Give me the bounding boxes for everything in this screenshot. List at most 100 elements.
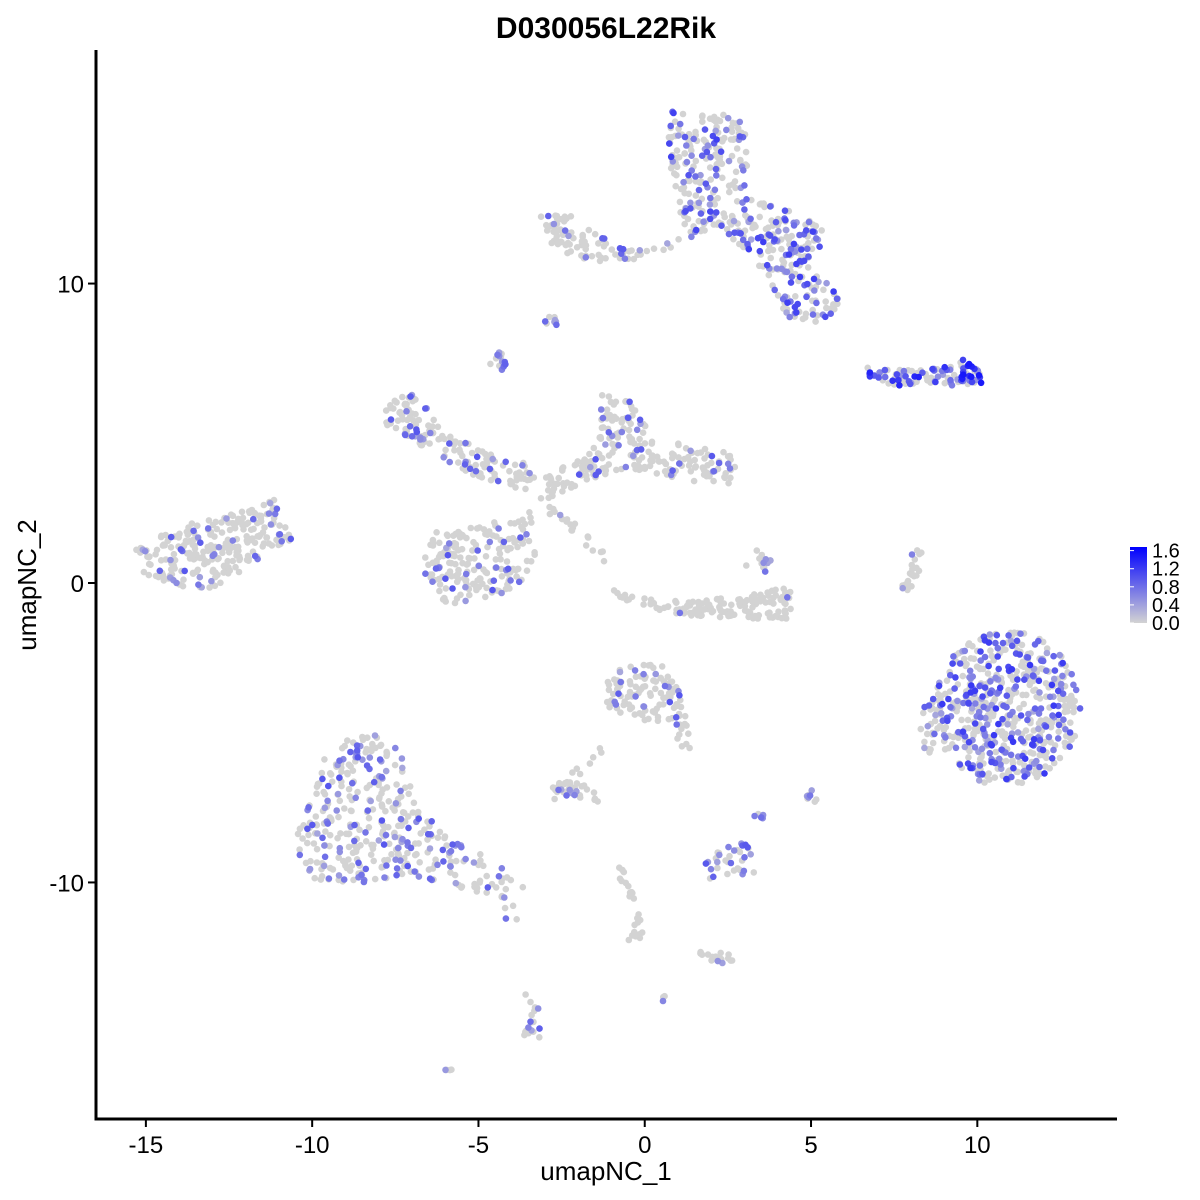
data-point xyxy=(1025,764,1033,771)
data-point xyxy=(988,742,996,749)
colorbar-tick-label: 0.0 xyxy=(1152,613,1180,635)
data-point xyxy=(721,213,728,221)
data-point xyxy=(624,693,632,701)
data-point xyxy=(451,438,459,446)
data-point xyxy=(956,660,964,667)
data-point xyxy=(442,575,449,582)
data-point xyxy=(630,895,638,902)
data-point xyxy=(682,207,689,215)
data-point xyxy=(783,268,791,276)
data-point xyxy=(407,844,415,852)
data-point xyxy=(1035,710,1043,717)
data-point xyxy=(432,565,440,572)
data-point xyxy=(1014,676,1021,683)
data-point xyxy=(816,243,823,250)
data-point xyxy=(697,171,704,179)
data-point xyxy=(345,830,352,838)
data-point xyxy=(1024,716,1031,724)
data-point xyxy=(208,577,215,585)
data-point xyxy=(793,309,800,316)
data-point xyxy=(232,563,239,571)
data-point xyxy=(466,465,474,473)
data-point xyxy=(579,231,586,239)
data-point xyxy=(736,600,743,607)
data-point xyxy=(764,224,772,231)
data-point xyxy=(664,603,672,610)
data-point xyxy=(502,915,510,922)
data-point xyxy=(1013,637,1021,645)
data-point xyxy=(719,608,727,616)
data-point xyxy=(995,665,1002,673)
data-point xyxy=(636,416,644,424)
data-point xyxy=(992,639,999,647)
data-point xyxy=(347,748,354,756)
data-point xyxy=(992,748,1000,756)
data-point xyxy=(191,542,198,549)
data-point xyxy=(608,246,616,253)
data-point xyxy=(398,870,406,878)
data-point xyxy=(399,764,406,772)
data-point xyxy=(692,192,700,199)
data-point xyxy=(639,429,647,437)
data-point xyxy=(519,540,527,547)
data-point xyxy=(513,573,520,580)
data-point xyxy=(276,531,284,538)
data-point xyxy=(468,449,476,457)
data-point xyxy=(788,273,796,281)
data-point xyxy=(771,286,778,294)
data-point xyxy=(470,566,478,574)
data-point xyxy=(606,699,613,707)
data-point xyxy=(931,730,938,738)
data-point xyxy=(875,374,882,381)
data-point xyxy=(981,684,989,691)
data-point xyxy=(653,470,661,477)
data-point xyxy=(167,556,174,564)
data-point xyxy=(771,236,778,243)
data-point xyxy=(503,558,511,565)
data-point xyxy=(517,534,524,541)
data-point xyxy=(1047,723,1055,731)
data-point xyxy=(637,446,645,453)
data-point xyxy=(773,265,781,272)
data-point xyxy=(502,585,510,593)
data-point xyxy=(727,859,735,867)
data-point xyxy=(622,463,630,471)
data-point xyxy=(294,830,302,838)
data-point xyxy=(977,648,984,655)
data-point xyxy=(692,128,699,136)
data-point xyxy=(673,147,681,154)
data-point xyxy=(278,538,286,545)
data-point xyxy=(596,257,604,265)
data-point xyxy=(344,769,351,777)
data-point xyxy=(703,148,711,156)
data-point xyxy=(335,872,343,879)
data-point xyxy=(464,560,472,568)
data-point xyxy=(392,800,400,807)
data-point xyxy=(491,519,498,526)
data-point xyxy=(453,595,461,602)
data-point xyxy=(296,846,303,853)
data-point xyxy=(626,398,633,406)
data-point xyxy=(492,564,500,571)
data-point xyxy=(571,520,579,528)
data-point xyxy=(1002,646,1009,653)
data-point xyxy=(383,862,390,869)
data-point xyxy=(810,275,818,283)
data-point xyxy=(444,551,452,559)
data-point xyxy=(784,594,791,601)
data-point xyxy=(319,775,326,783)
data-point xyxy=(756,247,764,255)
data-point xyxy=(919,369,926,377)
data-point xyxy=(733,145,741,152)
data-point xyxy=(190,527,197,535)
data-point xyxy=(484,884,492,891)
data-point xyxy=(248,535,256,542)
data-point xyxy=(707,194,714,202)
data-point xyxy=(641,440,649,447)
data-point xyxy=(250,525,257,533)
data-point xyxy=(462,583,469,591)
data-point xyxy=(951,685,958,692)
data-point xyxy=(433,557,440,565)
data-point xyxy=(781,609,789,617)
data-point xyxy=(617,678,624,686)
